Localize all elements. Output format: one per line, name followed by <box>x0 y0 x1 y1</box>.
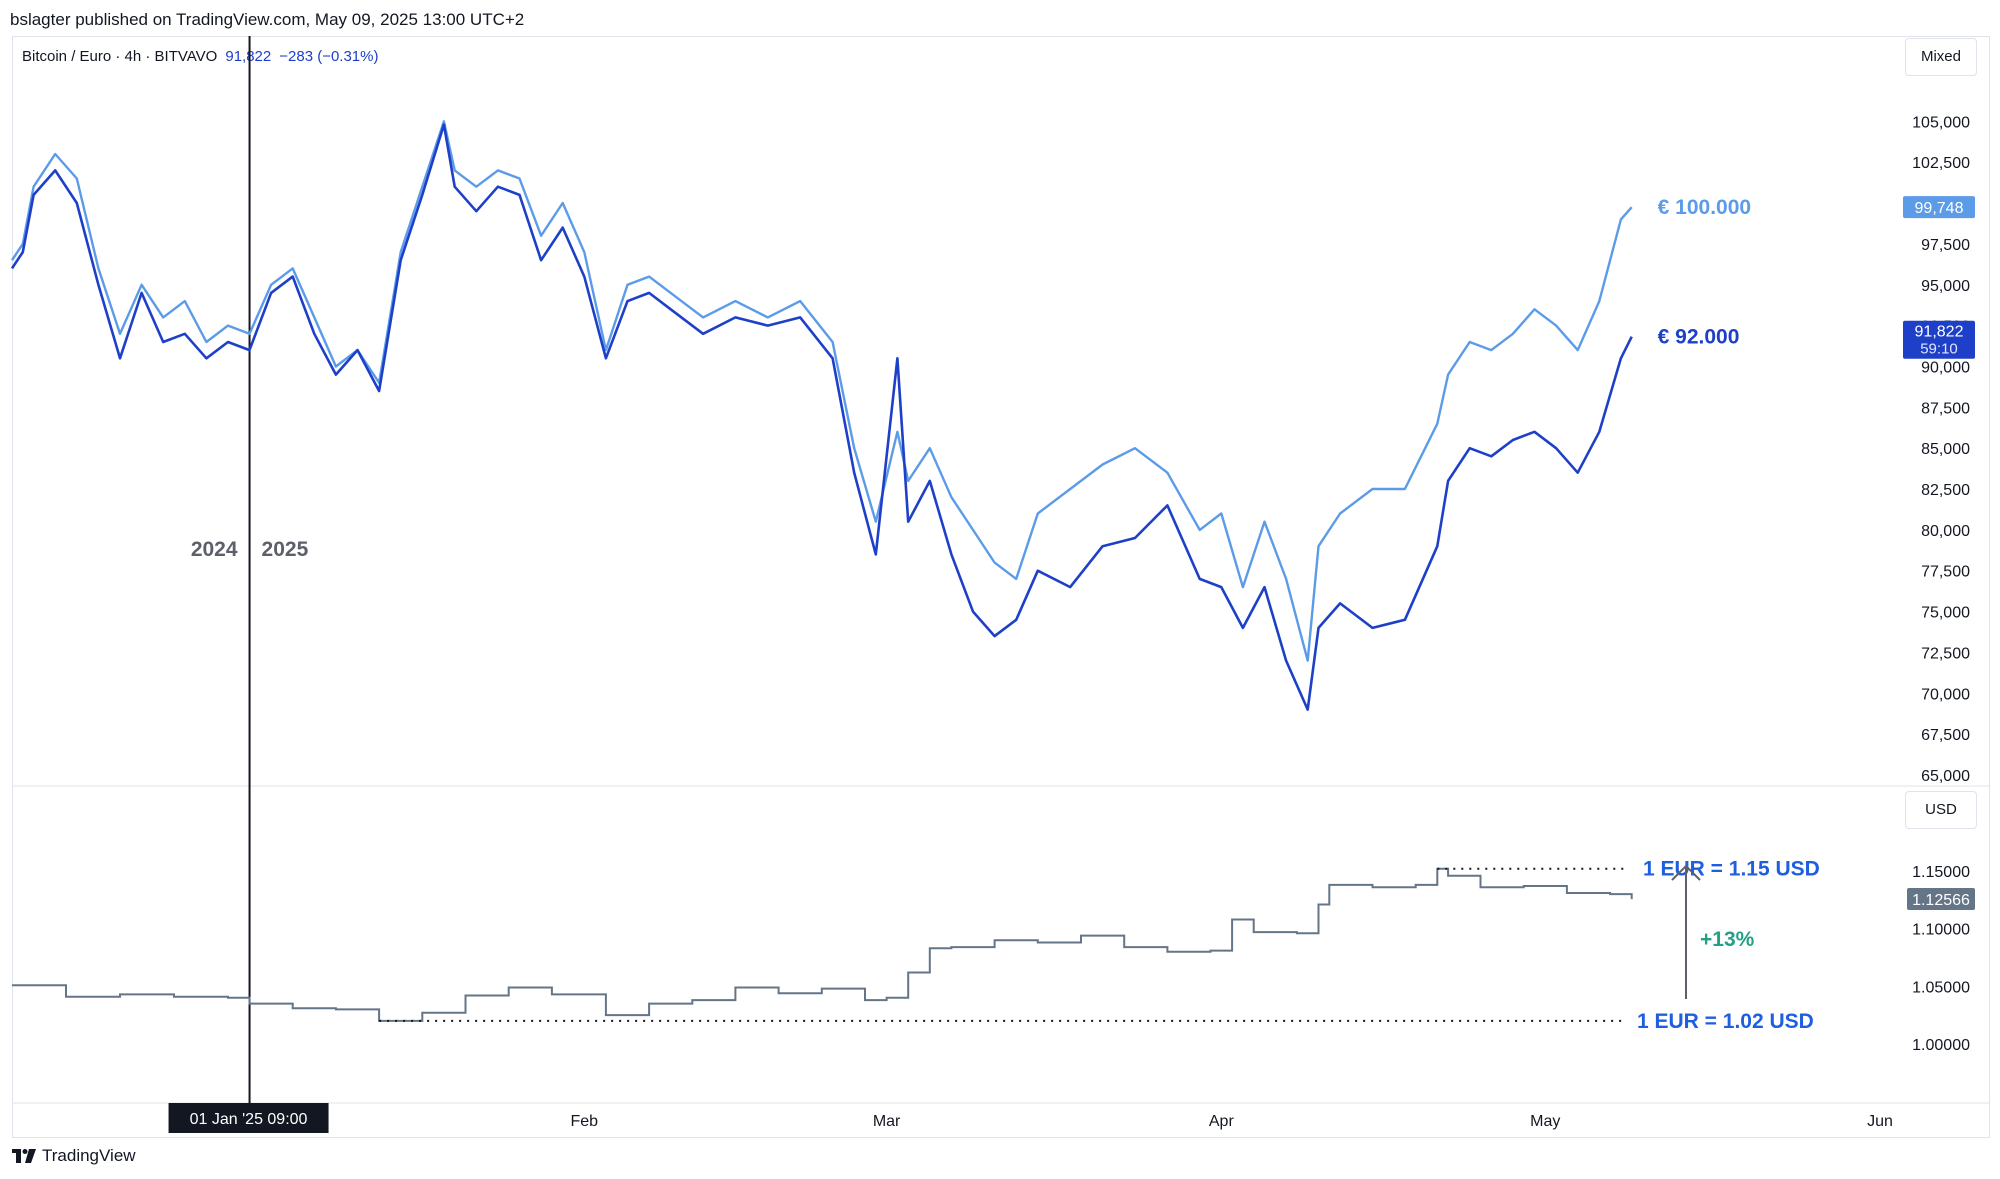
btc-eur-last-label: 91,822 <box>1915 324 1964 341</box>
price-axis-tick-label: 65,000 <box>1921 768 1970 785</box>
price-axis-tick-label: 102,500 <box>1912 155 1970 172</box>
price-axis-tick-label: 80,000 <box>1921 523 1970 540</box>
footer-brand-label: TradingView <box>42 1146 136 1165</box>
price-axis-tick-label: 75,000 <box>1921 605 1970 622</box>
year-label-2024: 2024 <box>191 538 238 561</box>
time-axis-tick-label: Feb <box>570 1113 598 1130</box>
price-change: −283 (−0.31%) <box>279 48 379 65</box>
fx-axis-tick-label: 1.15000 <box>1912 864 1970 881</box>
fx-axis-tick-label: 1.05000 <box>1912 979 1970 996</box>
price-axis-tick-label: 87,500 <box>1921 400 1970 417</box>
btc-eur-countdown: 59:10 <box>1920 341 1958 358</box>
time-axis-tick-label: Apr <box>1209 1113 1235 1130</box>
annotation-fx-high: 1 EUR = 1.15 USD <box>1643 858 1820 881</box>
price-axis-tick-label: 72,500 <box>1921 645 1970 662</box>
fx-last-label-bg <box>1907 888 1975 911</box>
symbol-legend: Bitcoin / Euro · 4h · BITVAVO 91,822 −283 … <box>22 48 379 65</box>
gain-arrow-head <box>1671 864 1701 881</box>
annotation-gain: +13% <box>1700 928 1755 951</box>
annotation-fx-low: 1 EUR = 1.02 USD <box>1637 1010 1814 1033</box>
price-axis-tick-label: 90,000 <box>1921 359 1970 376</box>
time-axis-tick-label: May <box>1530 1113 1560 1130</box>
btc-eur-line <box>10 123 1633 711</box>
symbol-name[interactable]: Bitcoin / Euro · 4h · BITVAVO <box>22 48 218 65</box>
fx-axis-tick-label: 1.00000 <box>1912 1037 1970 1054</box>
year-label-2025: 2025 <box>262 538 309 561</box>
annotation-92k: € 92.000 <box>1658 326 1740 349</box>
price-axis-tick-label: 97,500 <box>1921 237 1970 254</box>
price-axis-tick-label: 70,000 <box>1921 686 1970 703</box>
scale-mode-button[interactable]: Mixed <box>1905 38 1977 76</box>
tradingview-logo-icon <box>12 1149 36 1163</box>
crosshair-date-label: 01 Jan '25 09:00 <box>190 1111 308 1128</box>
chart-frame <box>12 36 1990 1138</box>
time-axis-tick-label: Jun <box>1867 1113 1893 1130</box>
time-axis-tick-label: Mar <box>873 1113 901 1130</box>
crosshair-date-label-bg <box>168 1103 329 1133</box>
publisher-line: bslagter published on TradingView.com, M… <box>10 10 525 29</box>
last-price: 91,822 <box>225 48 272 65</box>
btc-usd-last-label: 99,748 <box>1915 200 1964 217</box>
btc-usd-last-label-bg <box>1903 196 1975 219</box>
currency-button[interactable]: USD <box>1905 791 1977 829</box>
btc-usd-line <box>10 120 1633 662</box>
footer-brand[interactable]: TradingView <box>12 1146 136 1166</box>
eurusd-line <box>12 867 1633 1022</box>
price-axis-tick-label: 105,000 <box>1912 114 1970 131</box>
price-axis-tick-label: 82,500 <box>1921 482 1970 499</box>
btc-eur-last-label-bg <box>1903 320 1975 359</box>
fx-last-label: 1.12566 <box>1912 892 1970 909</box>
fx-axis-tick-label: 1.10000 <box>1912 922 1970 939</box>
price-axis-tick-label: 85,000 <box>1921 441 1970 458</box>
price-axis-tick-label: 95,000 <box>1921 278 1970 295</box>
price-axis-tick-label: 67,500 <box>1921 727 1970 744</box>
annotation-100k: € 100.000 <box>1658 196 1751 219</box>
price-axis-tick-label: 77,500 <box>1921 564 1970 581</box>
